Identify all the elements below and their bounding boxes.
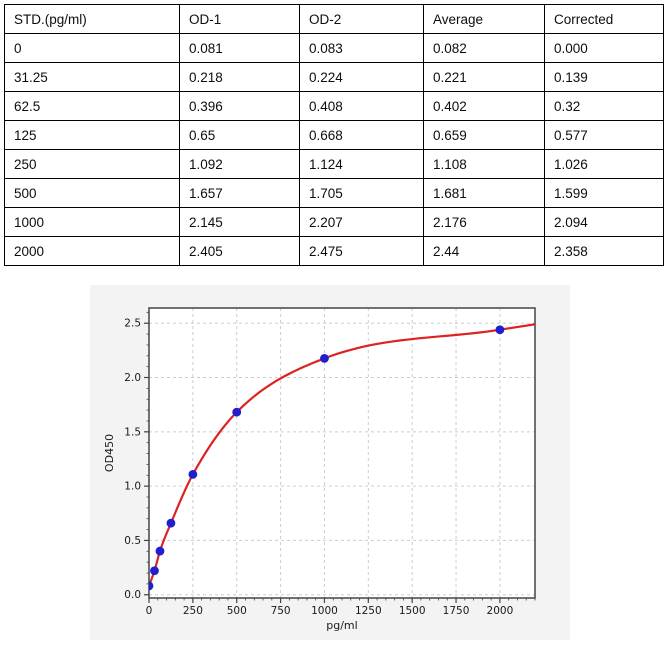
data-point [150,566,159,576]
data-points [149,325,505,591]
table-row: 500 1.657 1.705 1.681 1.599 [4,178,664,208]
table-row: 0 0.081 0.083 0.082 0.000 [4,33,664,63]
table-cell: 0.396 [179,91,300,121]
x-tick-label: 1000 [311,605,338,617]
column-header: Average [423,4,545,34]
table-cell: 1.026 [544,149,664,179]
x-tick-label: 250 [183,605,203,617]
data-point [149,581,154,591]
table-cell: 0.402 [423,91,545,121]
plot-area [149,308,535,598]
table-cell: 0.224 [299,62,424,92]
table-body: 0 0.081 0.083 0.082 0.000 31.25 0.218 0.224 0.22… [4,33,664,266]
table-row: 2000 2.405 2.475 2.44 2.358 [4,236,664,266]
table-row: 250 1.092 1.124 1.108 1.026 [4,149,664,179]
column-header: STD.(pg/ml) [4,4,180,34]
major-ticks [144,322,501,603]
table-cell: 1.124 [299,149,424,179]
table-cell: 2.44 [423,236,545,266]
y-axis-label: OD450 [103,434,116,472]
standard-curve-figure: 0 250 500 750 1000 1250 1500 1750 2000 0.0 0.5 1.0 1… [90,285,570,640]
table-cell: 0.139 [544,62,664,92]
table-cell: 0.408 [299,91,424,121]
table-cell: 1.657 [179,178,300,208]
table-cell: 2.176 [423,207,545,237]
table-cell: 1.599 [544,178,664,208]
table-head: STD.(pg/ml) OD-1 OD-2 Average Corrected [4,4,664,34]
data-point [166,518,176,528]
table-cell: 0.083 [299,33,424,63]
plot-content [149,323,535,591]
y-tick-label: 2.5 [124,318,141,330]
y-tick-label: 2.0 [124,372,141,384]
table-row: 1000 2.145 2.207 2.176 2.094 [4,207,664,237]
standard-curve-chart: 0 250 500 750 1000 1250 1500 1750 2000 0.0 0.5 1.0 1… [90,285,570,640]
table-cell: 0.221 [423,62,545,92]
table-cell: 0.000 [544,33,664,63]
table-cell: 2.405 [179,236,300,266]
table-cell: 0.082 [423,33,545,63]
x-tick-label: 1500 [399,605,426,617]
column-header: OD-2 [299,4,424,34]
data-point [188,469,198,479]
data-point [320,353,329,363]
y-tick-label: 1.0 [124,481,141,493]
data-point [495,325,505,335]
table-cell: 125 [4,120,180,150]
table-cell: 2.475 [299,236,424,266]
data-point [155,546,165,556]
table-cell: 31.25 [4,62,180,92]
table-row: 125 0.65 0.668 0.659 0.577 [4,120,664,150]
table-cell: 1.705 [299,178,424,208]
data-point [232,407,242,417]
x-axis-label: pg/ml [326,619,357,632]
y-tick-label: 0.5 [124,535,141,547]
y-tick-label: 0.0 [124,589,141,601]
table-cell: 62.5 [4,91,180,121]
x-tick-label: 500 [227,605,247,617]
table-cell: 0.659 [423,120,545,150]
table-cell: 0.218 [179,62,300,92]
table-cell: 0.577 [544,120,664,150]
table-cell: 0.32 [544,91,664,121]
table-cell: 0.65 [179,120,300,150]
x-tick-label: 0 [146,605,153,617]
table-cell: 2.145 [179,207,300,237]
table-cell: 1.108 [423,149,545,179]
y-tick-label: 1.5 [124,426,141,438]
table-row: 31.25 0.218 0.224 0.221 0.139 [4,62,664,92]
table-cell: 1.681 [423,178,545,208]
x-tick-label: 1250 [355,605,382,617]
table-row: 62.5 0.396 0.408 0.402 0.32 [4,91,664,121]
axes-spines [148,307,536,599]
table-cell: 2.094 [544,207,664,237]
table-cell: 1.092 [179,149,300,179]
table-cell: 0 [4,33,180,63]
table-header-row: STD.(pg/ml) OD-1 OD-2 Average Corrected [4,4,664,34]
table-cell: 0.668 [299,120,424,150]
x-tick-label: 1750 [443,605,470,617]
y-tick-labels: 0.0 0.5 1.0 1.5 2.0 2.5 [124,318,141,602]
standards-table: STD.(pg/ml) OD-1 OD-2 Average Corrected 0 0.0… [4,4,664,266]
table-cell: 2.207 [299,207,424,237]
table-cell: 2.358 [544,236,664,266]
x-tick-label: 750 [271,605,291,617]
table-cell: 0.081 [179,33,300,63]
x-tick-labels: 0 250 500 750 1000 1250 1500 1750 2000 [146,605,514,617]
column-header: OD-1 [179,4,300,34]
table-cell: 250 [4,149,180,179]
table-cell: 500 [4,178,180,208]
table-cell: 2000 [4,236,180,266]
table-cell: 1000 [4,207,180,237]
column-header: Corrected [544,4,664,34]
x-tick-label: 2000 [487,605,514,617]
